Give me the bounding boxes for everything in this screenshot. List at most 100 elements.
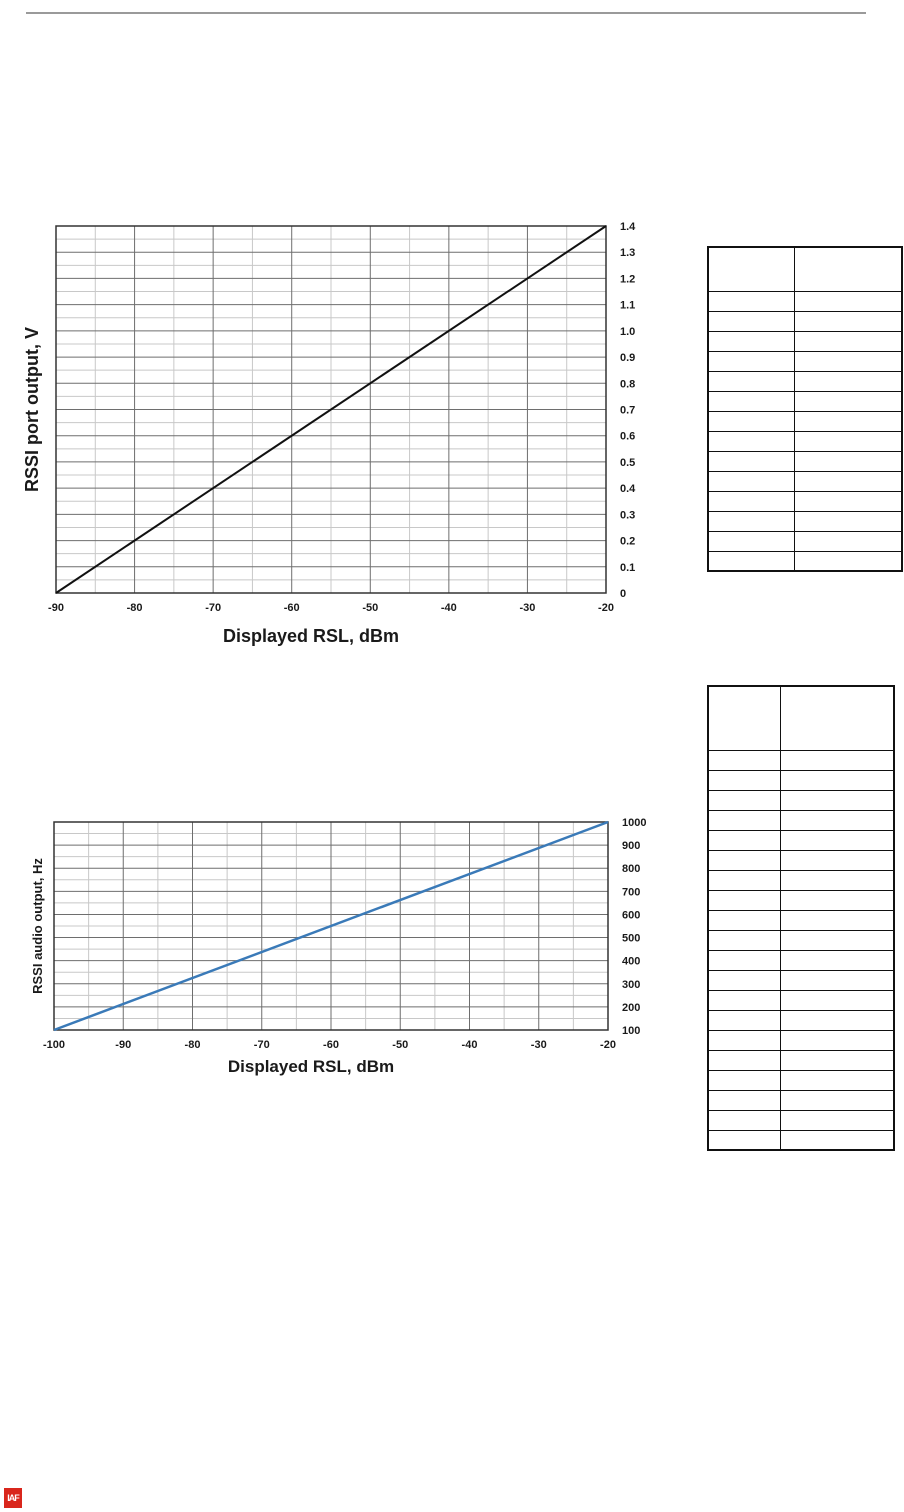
table-row xyxy=(707,1089,895,1111)
y-tick-label: 1.3 xyxy=(620,247,635,259)
table-cell xyxy=(793,370,903,392)
table-cell xyxy=(707,310,795,332)
x-tick-label: -90 xyxy=(48,602,64,614)
table-row xyxy=(707,390,903,412)
rssi-port-voltage-chart: -90 -80 -70 -60 -50 -40 -30 -20 0 0.1 0.2 0.3 0.4 0.5… xyxy=(22,221,636,646)
table-row xyxy=(707,530,903,552)
table-cell xyxy=(707,869,781,891)
table-cell xyxy=(793,450,903,472)
table-row xyxy=(707,490,903,512)
table-cell xyxy=(707,510,795,532)
x-tick-label: -80 xyxy=(127,602,143,614)
table-cell xyxy=(793,550,903,572)
table-row xyxy=(707,430,903,452)
audio-y-axis-title: RSSI audio output, Hz xyxy=(30,858,45,994)
table-row xyxy=(707,1069,895,1091)
table-cell xyxy=(793,290,903,312)
table-cell xyxy=(707,789,781,811)
table-cell xyxy=(779,1029,895,1051)
table-cell xyxy=(707,909,781,931)
voltage-series-line xyxy=(55,225,607,594)
table-row xyxy=(707,330,903,352)
audio-plot-frame xyxy=(53,821,609,1031)
x-tick-label: -90 xyxy=(115,1039,131,1051)
table-cell xyxy=(707,1049,781,1071)
table-row xyxy=(707,789,895,811)
table-row xyxy=(707,470,903,492)
table-cell xyxy=(707,749,781,771)
table-row xyxy=(707,929,895,951)
table-row xyxy=(707,370,903,392)
table-row xyxy=(707,1109,895,1131)
table-row xyxy=(707,829,895,851)
table-cell xyxy=(779,1009,895,1031)
table-cell xyxy=(779,1109,895,1131)
y-tick-label: 700 xyxy=(622,886,640,898)
iaf-logo: IAF xyxy=(4,1488,22,1508)
y-tick-label: 1000 xyxy=(622,817,646,829)
x-tick-label: -70 xyxy=(205,602,221,614)
table-cell xyxy=(779,1049,895,1071)
table-cell xyxy=(779,1069,895,1091)
table-cell xyxy=(707,470,795,492)
x-tick-label: -70 xyxy=(254,1039,270,1051)
y-tick-label: 0.1 xyxy=(620,562,635,574)
voltage-x-axis-title: Displayed RSL, dBm xyxy=(223,626,399,646)
rssi-audio-table xyxy=(707,685,895,1151)
table-cell xyxy=(707,410,795,432)
table-cell xyxy=(707,969,781,991)
x-tick-label: -80 xyxy=(185,1039,201,1051)
table-cell xyxy=(779,849,895,871)
y-tick-label: 0.4 xyxy=(620,483,636,495)
table-row xyxy=(707,869,895,891)
y-tick-label: 100 xyxy=(622,1025,640,1037)
table-cell xyxy=(779,1089,895,1111)
table-cell xyxy=(779,929,895,951)
table-row xyxy=(707,1049,895,1071)
table-cell xyxy=(793,490,903,512)
voltage-grid xyxy=(55,225,607,594)
table-header-row xyxy=(707,246,903,292)
x-tick-label: -30 xyxy=(519,602,535,614)
table-cell xyxy=(779,989,895,1011)
table-row xyxy=(707,809,895,831)
table-cell xyxy=(707,1069,781,1091)
table-cell xyxy=(779,685,895,751)
table-row xyxy=(707,749,895,771)
x-tick-label: -30 xyxy=(531,1039,547,1051)
table-cell xyxy=(793,530,903,552)
y-tick-label: 0 xyxy=(620,588,626,600)
table-cell xyxy=(779,949,895,971)
table-cell xyxy=(779,789,895,811)
table-cell xyxy=(707,390,795,412)
table-cell xyxy=(707,929,781,951)
table-cell xyxy=(779,749,895,771)
x-tick-label: -20 xyxy=(598,602,614,614)
voltage-plot-frame xyxy=(55,225,607,594)
table-cell xyxy=(707,290,795,312)
table-cell xyxy=(707,809,781,831)
table-cell xyxy=(779,809,895,831)
table-cell xyxy=(793,390,903,412)
x-tick-label: -40 xyxy=(441,602,457,614)
table-row xyxy=(707,949,895,971)
table-cell xyxy=(707,370,795,392)
table-cell xyxy=(707,450,795,472)
y-tick-label: 500 xyxy=(622,933,640,945)
table-row xyxy=(707,1029,895,1051)
table-cell xyxy=(793,470,903,492)
rssi-audio-frequency-chart: -100 -90 -80 -70 -60 -50 -40 -30 -20 100 200 300 400… xyxy=(30,817,646,1076)
table-cell xyxy=(793,510,903,532)
table-cell xyxy=(707,889,781,911)
y-tick-label: 200 xyxy=(622,1002,640,1014)
x-tick-label: -60 xyxy=(323,1039,339,1051)
table-cell xyxy=(707,769,781,791)
y-tick-label: 0.5 xyxy=(620,457,635,469)
table-cell xyxy=(707,849,781,871)
table-row xyxy=(707,909,895,931)
table-cell xyxy=(707,246,795,292)
y-tick-label: 1.4 xyxy=(620,221,636,233)
table-cell xyxy=(707,1009,781,1031)
y-tick-label: 800 xyxy=(622,863,640,875)
table-row xyxy=(707,350,903,372)
